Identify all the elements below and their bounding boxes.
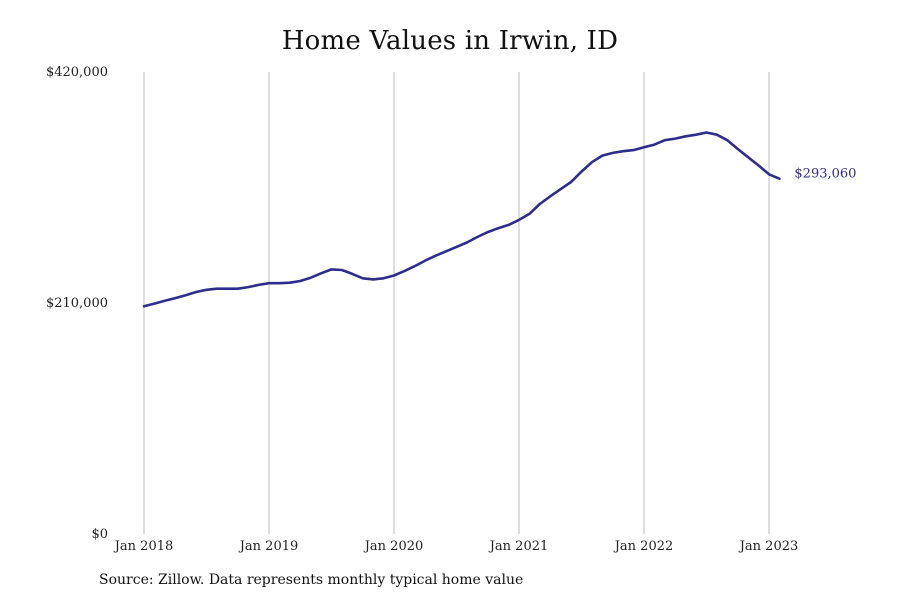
y-tick-label: $420,000: [46, 65, 108, 80]
end-value-label: $293,060: [794, 167, 856, 182]
x-tick-label: Jan 2022: [613, 539, 674, 554]
x-tick-label: Jan 2023: [738, 539, 799, 554]
y-tick-label: $210,000: [46, 296, 108, 311]
y-axis-ticks: $0 $210,000 $420,000: [46, 65, 108, 542]
x-tick-label: Jan 2018: [113, 539, 174, 554]
chart-title: Home Values in Irwin, ID: [281, 26, 619, 56]
grid-lines: [143, 72, 770, 534]
x-tick-label: Jan 2021: [488, 539, 549, 554]
series-line-group: [142, 131, 781, 308]
y-tick-label: $0: [91, 527, 108, 542]
x-axis-ticks: Jan 2018 Jan 2019 Jan 2020 Jan 2021 Jan 2022…: [113, 539, 799, 554]
x-tick-label: Jan 2020: [363, 539, 424, 554]
end-value-label-group: $293,060: [794, 167, 856, 182]
x-tick-label: Jan 2019: [238, 539, 299, 554]
source-note: Source: Zillow. Data represents monthly …: [99, 572, 524, 588]
series-line: [142, 131, 781, 308]
